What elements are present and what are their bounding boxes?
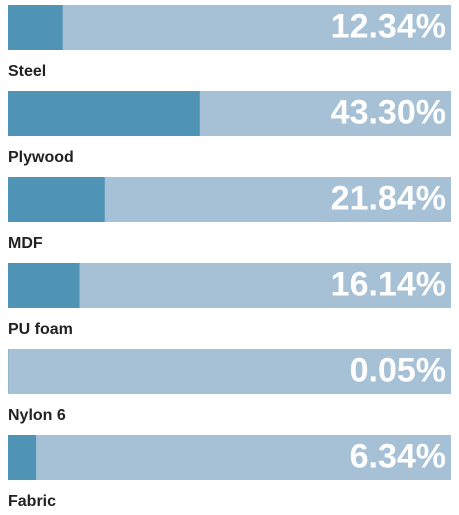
- bar-track: [8, 263, 451, 308]
- category-label: Steel: [8, 63, 46, 80]
- value-label: 12.34%: [331, 7, 446, 45]
- category-label: Plywood: [8, 149, 74, 166]
- value-label: 21.84%: [331, 179, 446, 217]
- bar-track: [8, 435, 451, 480]
- category-label: MDF: [8, 235, 43, 252]
- bar-track: [8, 349, 451, 394]
- category-label: Fabric: [8, 493, 56, 510]
- bar: [8, 177, 105, 222]
- value-label: 6.34%: [350, 437, 446, 475]
- value-label: 16.14%: [331, 265, 446, 303]
- value-label: 0.05%: [350, 351, 446, 389]
- bar: [8, 91, 200, 136]
- value-label: 43.30%: [331, 93, 446, 131]
- bar-track: [8, 5, 451, 50]
- bar: [8, 5, 63, 50]
- bar: [8, 435, 37, 480]
- category-label: Nylon 6: [8, 407, 66, 424]
- bar: [8, 263, 80, 308]
- category-label: PU foam: [8, 321, 73, 338]
